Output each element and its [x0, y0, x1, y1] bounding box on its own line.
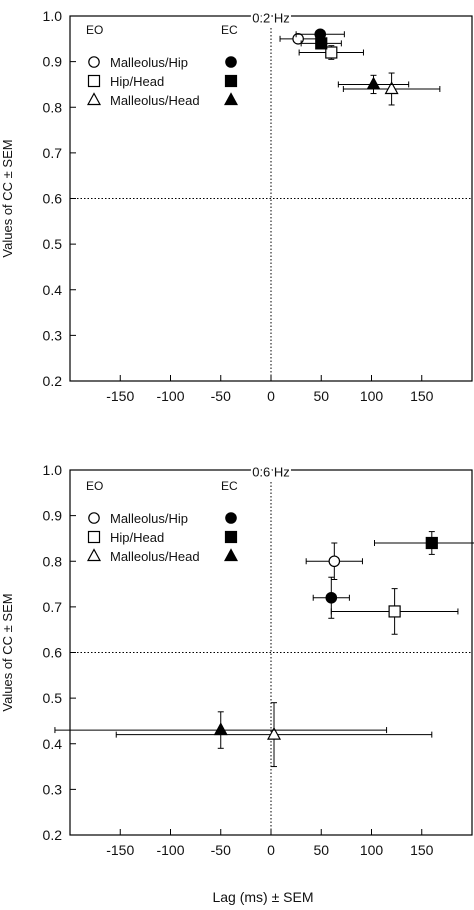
- y-tick-label: 0.6: [43, 191, 63, 207]
- open-triangle-icon: [86, 548, 102, 562]
- y-tick-label: 1.0: [43, 462, 63, 478]
- ec-hip-head-point: [425, 536, 438, 550]
- y-tick-label: 0.2: [43, 827, 63, 843]
- y-tick-label: 0.3: [43, 781, 63, 797]
- legend-ec-header: EC: [221, 23, 238, 37]
- y-tick-label: 0.5: [43, 236, 63, 252]
- legend-ec-header: EC: [221, 479, 238, 493]
- eo-malleolus-hip-point: [328, 555, 341, 568]
- x-tick-label: 50: [313, 388, 329, 404]
- x-tick-label: 100: [360, 388, 384, 404]
- filled-circle-icon: [225, 56, 237, 68]
- y-tick-label: 0.9: [43, 54, 63, 70]
- legend-entry-label: Malleolus/Head: [110, 549, 200, 564]
- y-tick-label: 0.4: [43, 736, 63, 752]
- filled-circle-icon: [225, 512, 237, 524]
- x-tick-label: -100: [156, 388, 184, 404]
- eo-hip-head-point: [388, 605, 401, 618]
- eo-malleolus-hip-point: [292, 33, 304, 45]
- x-tick-label: 150: [410, 842, 434, 858]
- legend-entry-label: Malleolus/Hip: [110, 55, 188, 70]
- panel-title: 0.6 Hz: [252, 464, 290, 479]
- y-tick-label: 0.6: [43, 645, 63, 661]
- eo-malleolus-head-point: [384, 81, 399, 95]
- filled-triangle-icon: [223, 548, 239, 562]
- filled-square-icon: [224, 74, 238, 88]
- y-axis-label: Values of CC ± SEM: [0, 139, 15, 257]
- y-tick-label: 0.3: [43, 327, 63, 343]
- legend-eo-header: EO: [86, 479, 103, 493]
- ec-hip-head-point: [315, 37, 328, 50]
- legend-entry-label: Malleolus/Hip: [110, 511, 188, 526]
- x-tick-label: 0: [267, 842, 275, 858]
- x-tick-label: -50: [211, 388, 231, 404]
- open-square-icon: [87, 530, 101, 544]
- x-tick-label: -150: [106, 388, 134, 404]
- panel-title: 0.2 Hz: [252, 10, 290, 25]
- y-tick-label: 0.5: [43, 690, 63, 706]
- y-tick-label: 0.7: [43, 599, 63, 615]
- x-tick-label: 0: [267, 388, 275, 404]
- y-tick-label: 0.8: [43, 99, 63, 115]
- panel-0p6hz: 0.6 Hz 0.2 0.3 0.4 0.5 0.6 0.7 0.8 0.9 1.0 -150 -10…: [0, 462, 474, 858]
- x-tick-label: -100: [156, 842, 184, 858]
- ec-malleolus-hip-point: [325, 591, 338, 604]
- y-tick-label: 0.8: [43, 553, 63, 569]
- filled-triangle-icon: [223, 92, 239, 106]
- ec-malleolus-head-point: [366, 76, 381, 90]
- ec-malleolus-head-point: [213, 722, 228, 736]
- filled-square-icon: [224, 530, 238, 544]
- y-tick-label: 0.9: [43, 508, 63, 524]
- x-axis-label: Lag (ms) ± SEM: [212, 889, 313, 905]
- x-tick-label: 150: [410, 388, 434, 404]
- y-tick-label: 1.0: [43, 8, 63, 24]
- y-tick-label: 0.7: [43, 145, 63, 161]
- x-tick-label: 100: [360, 842, 384, 858]
- x-tick-label: 50: [313, 842, 329, 858]
- legend-entry-label: Hip/Head: [110, 74, 164, 89]
- open-square-icon: [87, 74, 101, 88]
- legend-entry-label: Malleolus/Head: [110, 93, 200, 108]
- eo-malleolus-head-point: [267, 726, 282, 740]
- legend-entry-label: Hip/Head: [110, 530, 164, 545]
- open-triangle-icon: [86, 92, 102, 106]
- open-circle-icon: [88, 56, 100, 68]
- panel-0p2hz: 0.2 Hz 0.2 0.3 0.4 0.5 0.6 0.7 0.8 0.9 1.0 -150 -10…: [0, 8, 473, 404]
- legend-eo-header: EO: [86, 23, 103, 37]
- y-tick-label: 0.2: [43, 373, 63, 389]
- x-tick-label: -150: [106, 842, 134, 858]
- eo-hip-head-point: [325, 46, 338, 59]
- y-axis-label: Values of CC ± SEM: [0, 593, 15, 711]
- open-circle-icon: [88, 512, 100, 524]
- x-tick-label: -50: [211, 842, 231, 858]
- y-tick-label: 0.4: [43, 282, 63, 298]
